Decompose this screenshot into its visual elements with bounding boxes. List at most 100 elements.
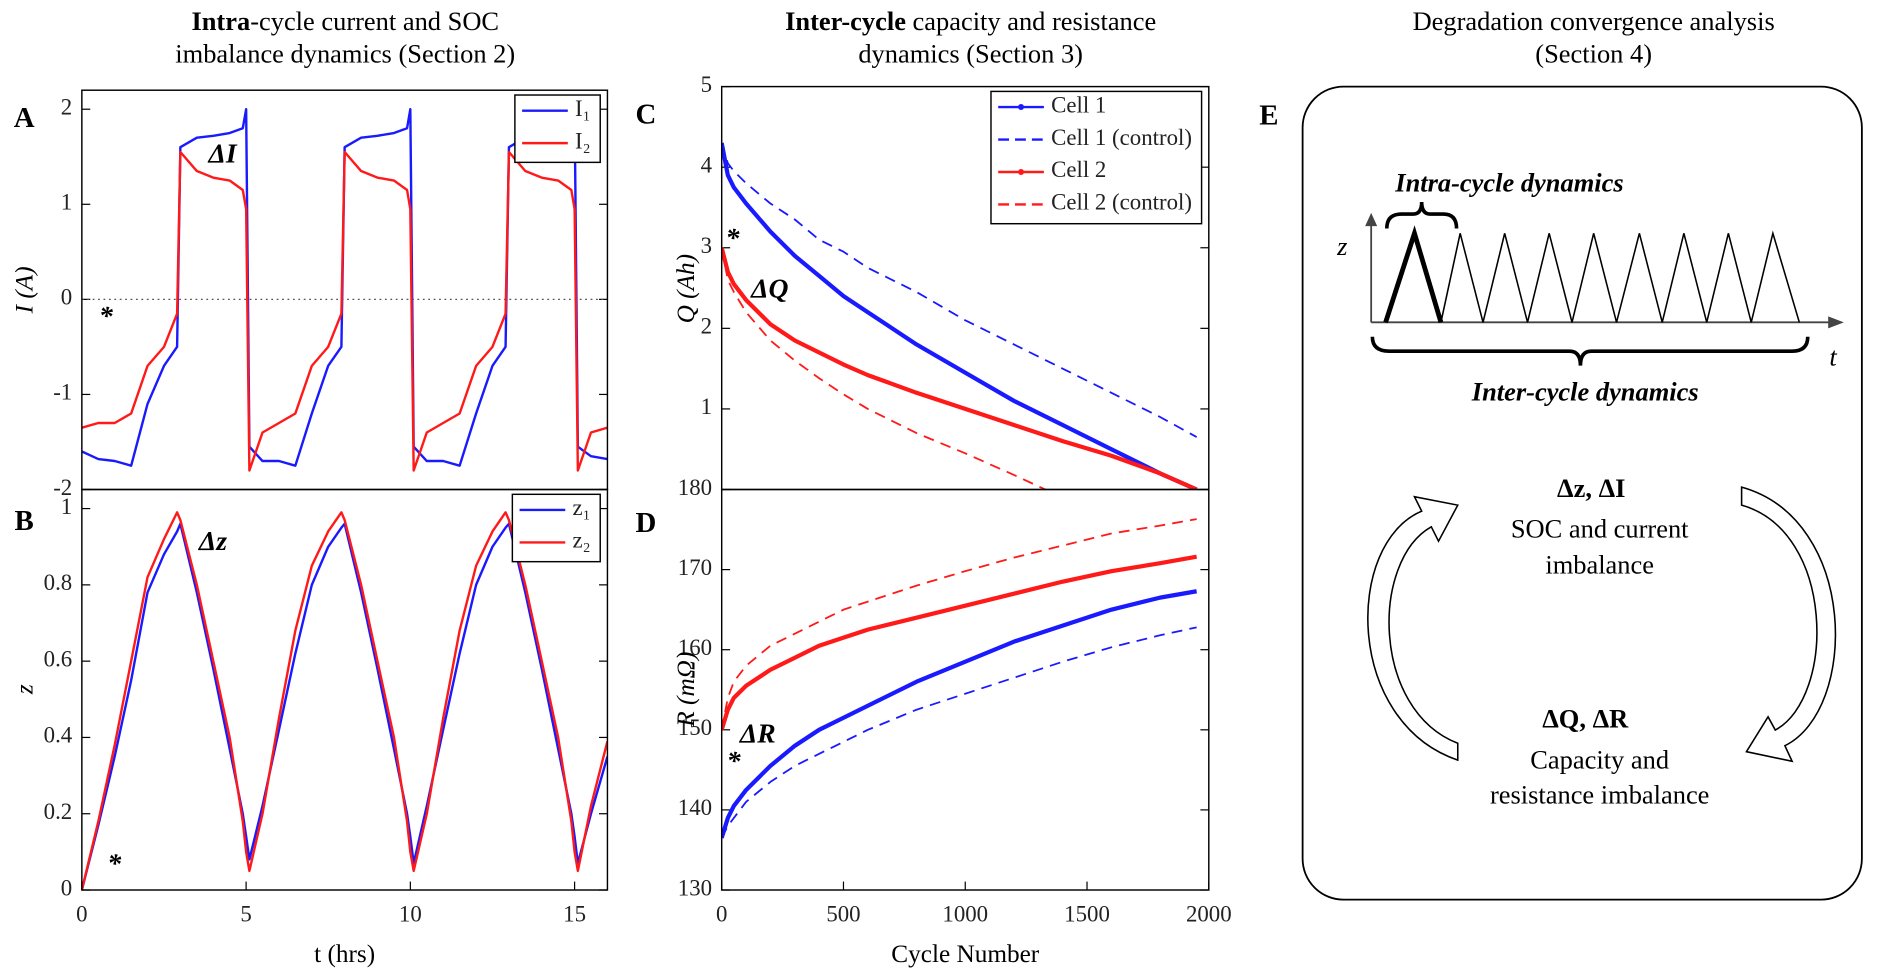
axis-label: z (1336, 231, 1347, 261)
y-tick-label: 0 (61, 875, 72, 900)
legend-label: z₂ (572, 528, 590, 553)
legend: z₁ z₂ (511, 493, 601, 563)
y-tick-label: 2 (701, 314, 712, 339)
y-tick-label: 0 (61, 285, 72, 310)
y-tick-label: 150 (678, 715, 712, 740)
x-tick-label: 15 (563, 902, 586, 927)
node-text: Capacity and (1530, 745, 1669, 775)
legend-label: Cell 1 (control) (1051, 125, 1192, 150)
x-axis-label: Cycle Number (891, 940, 1040, 968)
header-title: Intra-cycle current and SOC (191, 6, 499, 36)
x-tick-label: 1500 (1064, 902, 1110, 927)
y-tick-label: 2 (61, 94, 72, 119)
x-tick-label: 500 (826, 902, 860, 927)
diagram: E z t Intra-cycle dynamics Inter-cycle d… (1259, 85, 1863, 901)
panel-letter: E (1259, 99, 1278, 131)
annotation: * (99, 300, 113, 331)
legend-label: Cell 2 (1051, 157, 1106, 182)
x-tick-label: 2000 (1186, 902, 1232, 927)
y-axis-label: z (10, 684, 38, 695)
series-line (81, 150, 608, 472)
y-tick-label: 0.4 (44, 723, 73, 748)
node-text: resistance imbalance (1490, 779, 1709, 809)
annotation: ΔR (739, 717, 776, 748)
legend: I₁ I₂ (514, 94, 601, 164)
header-title: dynamics (Section 3) (858, 39, 1083, 69)
panel-letter: C (636, 98, 657, 130)
y-tick-label: 0.6 (44, 646, 73, 671)
y-tick-label: 0.8 (44, 570, 73, 595)
legend-label: Cell 1 (1051, 92, 1106, 117)
node-text: imbalance (1545, 550, 1654, 580)
legend-box (511, 493, 601, 563)
x-tick-label: 0 (716, 902, 727, 927)
cycle-arrow (1740, 486, 1837, 763)
x-tick-label: 1000 (942, 902, 988, 927)
panel-box (1301, 85, 1863, 901)
cycle-bold (1383, 225, 1444, 324)
header-rest: capacity and resistance (906, 6, 1156, 36)
legend-label: I₂ (575, 128, 591, 153)
panel-letter: A (14, 102, 35, 134)
annotation: * (726, 222, 740, 253)
annotation: * (727, 745, 741, 776)
y-tick-label: 140 (678, 795, 712, 820)
y-axis-label: I (A) (10, 266, 38, 314)
y-tick-label: -2 (53, 475, 72, 500)
header-bold: Inter-cycle (785, 6, 906, 36)
brace (1384, 201, 1459, 229)
y-tick-label: 1 (61, 190, 72, 215)
series-line (721, 518, 1197, 730)
brace-label: Inter-cycle dynamics (1471, 377, 1699, 407)
legend: Cell 1 Cell 1 (control) Cell 2 Cell 2 (cont… (990, 90, 1203, 225)
legend-marker (1018, 168, 1025, 175)
series-line (721, 142, 1198, 438)
y-tick-label: 130 (678, 875, 712, 900)
panel-letter: D (636, 507, 657, 539)
series-line (81, 522, 608, 891)
header-title: (Section 4) (1535, 39, 1652, 69)
annotation: * (107, 847, 121, 878)
series-line (721, 247, 1198, 490)
header-title: imbalance dynamics (Section 2) (175, 39, 515, 69)
legend-marker (1018, 104, 1025, 111)
header-title: Inter-cycle capacity and resistance (785, 6, 1156, 36)
headers: Intra-cycle current and SOC imbalance dy… (175, 6, 1774, 68)
y-tick-label: 0.2 (44, 799, 73, 824)
series-line (721, 626, 1197, 839)
legend-label: I₁ (575, 96, 591, 121)
cycle-thin (1440, 230, 1801, 323)
y-tick-label: 160 (678, 635, 712, 660)
series-line (81, 511, 608, 891)
plot-frame (720, 488, 1210, 891)
y-axis-label: Q (Ah) (672, 254, 700, 323)
brace-label: Intra-cycle dynamics (1394, 167, 1623, 197)
y-tick-label: 1 (61, 494, 72, 519)
header-bold: Intra (191, 6, 250, 36)
x-tick-label: 10 (399, 902, 422, 927)
legend-box (514, 94, 601, 164)
x-tick-label: 5 (240, 902, 251, 927)
y-tick-label: 1 (701, 394, 712, 419)
panel-letter: B (14, 505, 33, 537)
y-tick-label: 170 (678, 555, 712, 580)
y-tick-label: 5 (701, 72, 712, 97)
series-line (721, 142, 1198, 490)
annotation: ΔQ (750, 272, 788, 303)
cycle-arrow (1367, 495, 1459, 762)
legend-label: Cell 2 (control) (1051, 190, 1192, 215)
node-title: Δz, ΔI (1557, 473, 1625, 503)
arrowhead (1365, 212, 1378, 227)
node-title: ΔQ, ΔR (1542, 704, 1629, 734)
plot-frame (81, 488, 609, 891)
annotation: Δz (198, 525, 227, 556)
series-line (721, 247, 1048, 490)
y-axis-label: R (mΩ) (672, 652, 700, 728)
legend-box (990, 90, 1203, 225)
y-tick-label: 4 (701, 152, 713, 177)
annotation: ΔI (208, 138, 238, 169)
legend-label: z₁ (572, 495, 590, 520)
y-tick-label: 180 (678, 475, 712, 500)
